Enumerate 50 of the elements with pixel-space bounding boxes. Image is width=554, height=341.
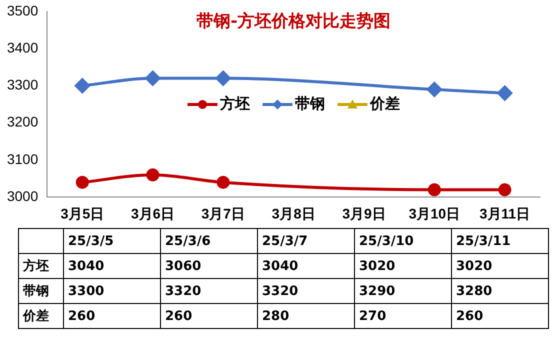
data-label: 3300 <box>64 278 160 304</box>
x-tick-label: 3月7日 <box>201 205 245 222</box>
point <box>146 168 160 182</box>
data-label: 270 <box>354 304 452 328</box>
legend-label: 方坯 <box>18 254 64 278</box>
data-label: 260 <box>160 304 258 328</box>
point <box>497 86 512 101</box>
category-label: 25/3/11 <box>452 228 548 254</box>
chart-title: 带钢-方坯价格对比走势图 <box>196 11 391 32</box>
x-tick-label: 3月9日 <box>342 205 386 222</box>
data-label: 3280 <box>452 278 548 304</box>
y-tick-label: 3300 <box>6 76 38 93</box>
legend-label: 带钢 <box>295 94 326 114</box>
category-label: 25/3/7 <box>258 228 354 254</box>
point <box>498 183 512 196</box>
category-label: 25/3/6 <box>160 228 258 254</box>
x-tick-label: 3月5日 <box>60 205 104 222</box>
category-label: 25/3/10 <box>354 228 452 254</box>
point <box>216 70 231 86</box>
point <box>76 176 89 189</box>
point <box>74 78 90 94</box>
y-tick-label: 3000 <box>6 188 38 204</box>
data-label: 3040 <box>258 254 354 278</box>
data-label: 3040 <box>64 254 160 278</box>
x-tick-label: 3月6日 <box>130 205 175 222</box>
data-label: 3290 <box>354 278 452 304</box>
y-tick-label: 3100 <box>6 150 38 167</box>
data-label: 3020 <box>354 254 452 278</box>
legend-label: 价差 <box>18 304 64 328</box>
data-label: 260 <box>452 304 548 328</box>
point <box>426 82 442 97</box>
category-label: 25/3/5 <box>64 228 160 254</box>
point <box>216 176 230 189</box>
legend-label: 价差 <box>370 94 400 114</box>
data-label: 3320 <box>258 278 354 304</box>
point <box>145 70 160 86</box>
y-tick-label: 3200 <box>6 114 38 130</box>
point <box>428 183 441 196</box>
x-tick-label: 3月11日 <box>480 205 530 222</box>
y-tick-label: 3400 <box>6 39 38 56</box>
data-label: 280 <box>258 304 354 328</box>
x-tick-label: 3月10日 <box>408 205 460 222</box>
legend-label: 方坯 <box>220 94 250 114</box>
data-label: 3060 <box>160 254 258 278</box>
data-label: 3020 <box>452 254 548 278</box>
data-label: 3320 <box>160 278 258 304</box>
data-label: 260 <box>64 304 160 328</box>
legend-label: 带钢 <box>18 278 64 304</box>
x-tick-label: 3月8日 <box>272 205 316 222</box>
y-tick-label: 3500 <box>6 2 38 18</box>
